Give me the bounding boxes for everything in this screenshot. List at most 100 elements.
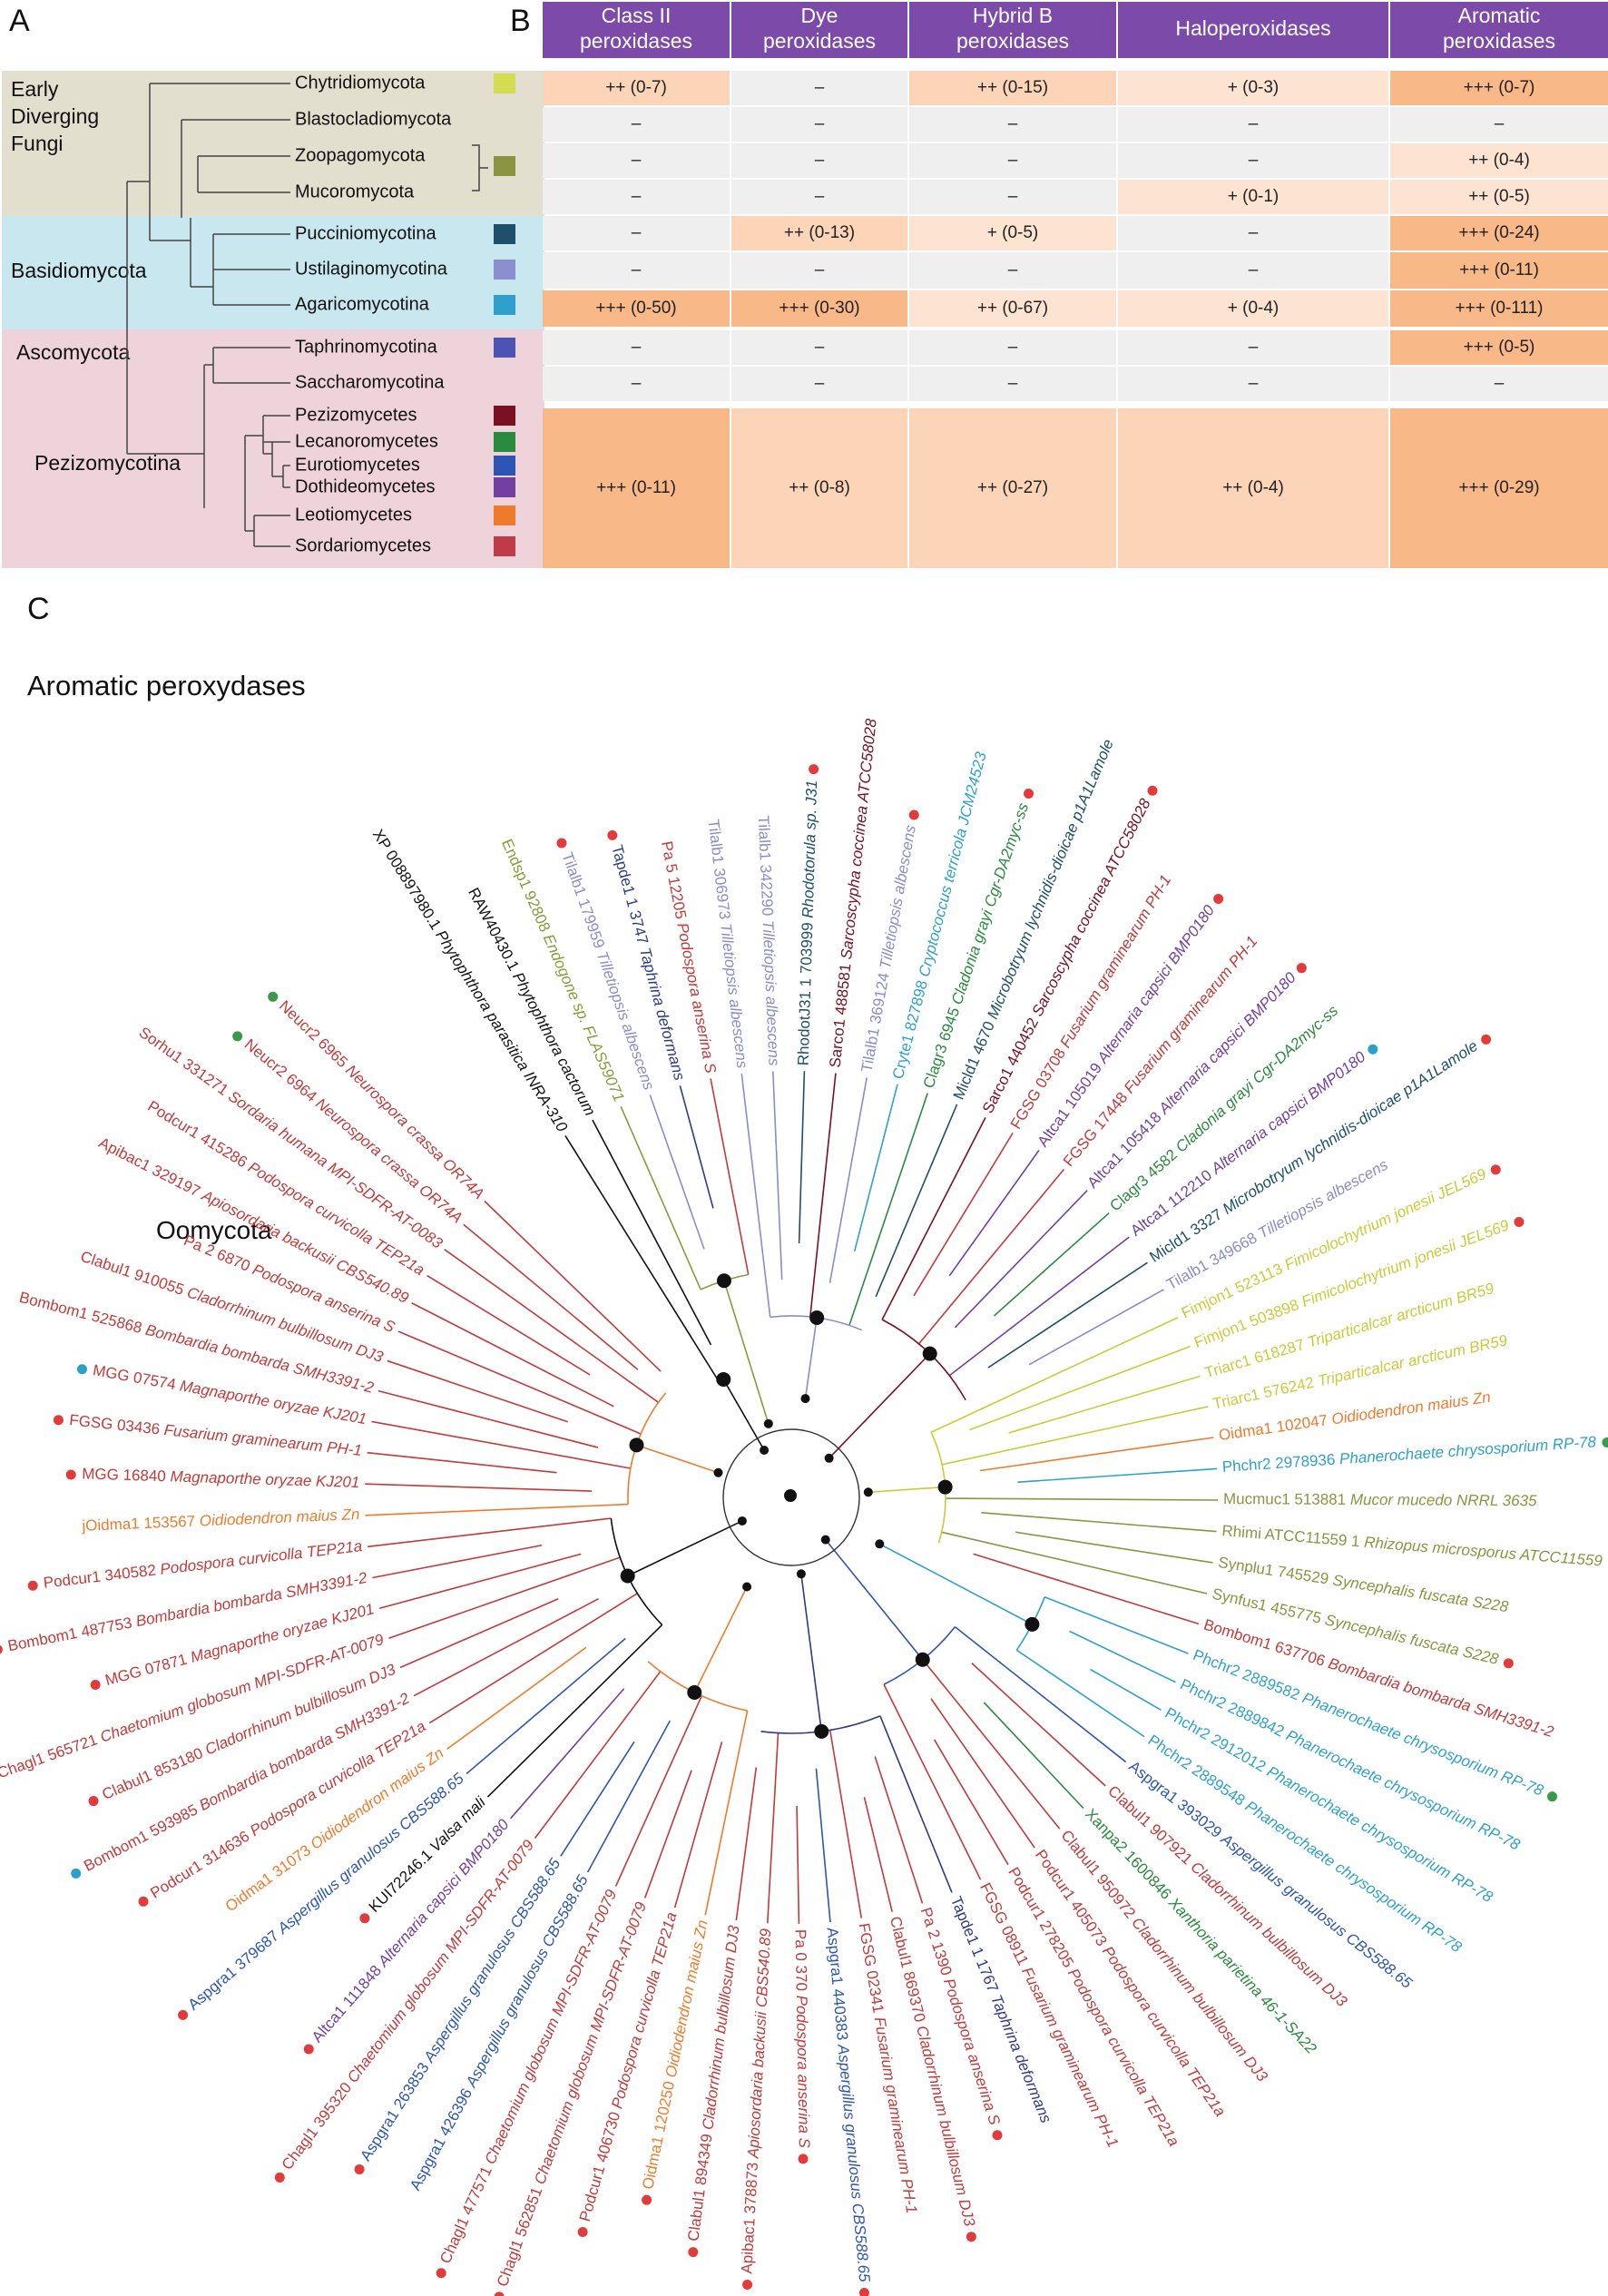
- leaf-id: Phchr2 2978936: [1221, 1451, 1339, 1477]
- table-cell-value: –: [632, 260, 642, 280]
- bootstrap-node: [915, 1652, 930, 1667]
- table-cell: [909, 71, 1116, 105]
- leaf-marker-dot: [359, 1913, 370, 1924]
- table-cell: [543, 330, 730, 365]
- tree-branch: [486, 1624, 663, 1798]
- tree-stem: [693, 1586, 748, 1693]
- tree-branch: [948, 1236, 1130, 1377]
- table-cell: [909, 143, 1116, 178]
- leaf-id: Aspgra1 440383: [823, 1927, 851, 2046]
- leaf-id: Triarc1 576242: [1211, 1373, 1320, 1413]
- leaf-id: jOidma1 153567: [81, 1513, 200, 1535]
- tree-branch: [1015, 1649, 1145, 1738]
- tree-branch: [614, 1695, 702, 1887]
- leaf-id: Neucr2 6965: [275, 997, 354, 1074]
- leaf-species: Tilletiopsis albescens: [717, 923, 751, 1070]
- tree-branch: [918, 1169, 1065, 1345]
- table-cell: [909, 408, 1116, 568]
- leaf-id: Pa 2 1390: [917, 1906, 956, 1982]
- tree-branch: [427, 1274, 591, 1376]
- leaf-marker-dot: [556, 838, 567, 849]
- leaf-marker-dot: [1023, 789, 1034, 800]
- table-cell: [543, 252, 730, 289]
- taxon-label: Dothideomycetes: [295, 476, 436, 496]
- bootstrap-node: [742, 1582, 752, 1592]
- table-cell: [731, 330, 907, 365]
- tree-branch: [883, 1683, 982, 1880]
- oomycota-label: Oomycota: [156, 1216, 272, 1244]
- tree-branch: [941, 1406, 1209, 1466]
- leaf-id: Clabul1 869370: [886, 1915, 929, 2028]
- panel-b-letter: B: [510, 4, 531, 38]
- table-cell-value: +++ (0-7): [1464, 78, 1535, 97]
- table-cell-value: –: [815, 338, 825, 357]
- tree-stem: [804, 1317, 818, 1399]
- table-cell-value: –: [1495, 374, 1505, 393]
- table-cell-value: –: [1249, 338, 1259, 357]
- leaf-id: Aspgra1 379687: [185, 1925, 286, 2014]
- leaf-label: Clabul1 907921 Cladorrhinum bulbillosum …: [1104, 1782, 1350, 2010]
- table-cell-value: –: [815, 187, 825, 206]
- leaf-species: Fusarium graminearum PH-1: [1018, 1965, 1122, 2151]
- bootstrap-node: [875, 1539, 885, 1549]
- column-header-label: Haloperoxidases: [1175, 16, 1330, 40]
- table-cell: [1390, 180, 1608, 214]
- tree-stem: [636, 1444, 719, 1474]
- table-cell: [1390, 143, 1608, 178]
- leaf-species: Rhizopus microsporus ATCC11559: [1363, 1534, 1603, 1570]
- bootstrap-node: [824, 1453, 834, 1463]
- tree-branch: [771, 1071, 783, 1280]
- tree-branch: [1015, 1531, 1213, 1564]
- tree-branch: [853, 1084, 898, 1252]
- table-cell-value: +++ (0-11): [1459, 260, 1539, 280]
- tree-stem: [829, 1353, 931, 1459]
- table-cell-value: –: [1008, 260, 1018, 280]
- tree-branch: [740, 1074, 771, 1318]
- leaf-label: XP 008897980.1 Phytophthora parasitica I…: [368, 827, 571, 1135]
- table-cell: [1118, 367, 1388, 401]
- leaf-marker-dot: [1547, 1791, 1558, 1802]
- bootstrap-node: [796, 1569, 806, 1579]
- taxon-label: Taphrinomycotina: [295, 337, 438, 357]
- taxon-label: Pezizomycetes: [295, 405, 417, 425]
- leaf-marker-dot: [76, 1364, 87, 1375]
- leaf-id: Tilalb1 179959: [558, 850, 609, 955]
- taxon-label: Saccharomycotina: [295, 372, 445, 392]
- table-cell: [909, 330, 1116, 365]
- leaf-id: XP 008897980.1: [368, 827, 446, 937]
- taxon-swatch: [494, 432, 515, 452]
- bootstrap-node: [713, 1467, 723, 1477]
- leaf-id: Sarco1 488581: [827, 958, 855, 1068]
- leaf-marker-dot: [858, 2288, 869, 2296]
- leaf-marker-dot: [809, 764, 819, 775]
- tree-branch: [679, 1085, 714, 1209]
- table-cell-value: –: [1249, 151, 1259, 170]
- table-cell: [731, 252, 907, 289]
- tree-branch: [1017, 1467, 1217, 1483]
- tree-branch: [365, 1483, 593, 1492]
- group-label: Early: [11, 77, 59, 101]
- table-cell: [731, 71, 907, 105]
- tree-branch: [829, 1077, 868, 1283]
- leaf-id: RAW40430.1: [465, 885, 525, 977]
- leaf-species: Fimicolochytrium jonesii JEL569: [1282, 1165, 1490, 1274]
- leaf-id: FGSG 03436: [68, 1412, 164, 1439]
- taxon-label: Pucciniomycotina: [295, 223, 437, 243]
- tree-branch: [534, 1671, 662, 1840]
- tree-branch: [560, 1741, 635, 1857]
- table-cell-value: +++ (0-24): [1458, 223, 1539, 242]
- table-cell-value: –: [632, 114, 642, 133]
- tree-branch: [971, 1663, 1106, 1787]
- table-cell-value: –: [1008, 338, 1018, 357]
- bootstrap-node: [800, 1394, 810, 1404]
- leaf-marker-dot: [268, 991, 279, 1002]
- leaf-species: Podospora anserina S: [792, 1996, 812, 2149]
- taxon-swatch: [494, 406, 515, 426]
- tree-branch: [945, 1497, 1218, 1501]
- tree-branch: [1069, 1630, 1176, 1683]
- table-cell-value: –: [815, 151, 825, 170]
- table-cell: [731, 216, 907, 250]
- table-cell-value: ++ (0-4): [1222, 478, 1284, 497]
- group-label: Fungi: [11, 132, 64, 155]
- leaf-marker-dot: [1481, 1034, 1492, 1045]
